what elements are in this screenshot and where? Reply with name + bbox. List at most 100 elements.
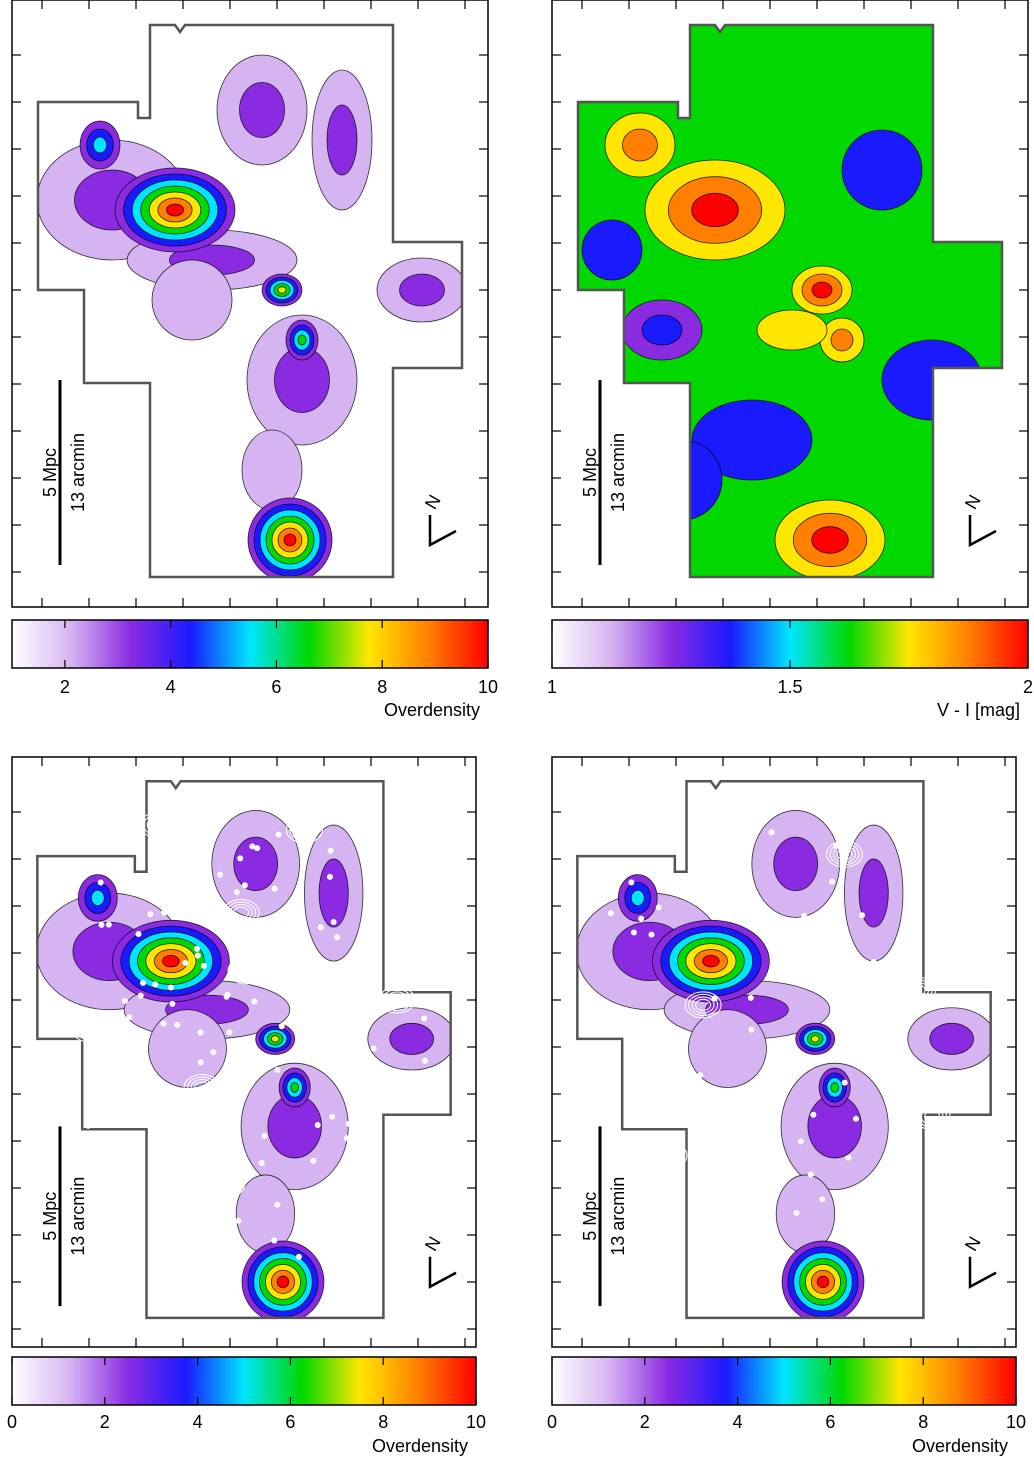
galaxy-dot [355, 1101, 362, 1108]
map-level [830, 328, 854, 352]
map-level [841, 129, 923, 211]
colorbar-tick-label: 8 [378, 1412, 388, 1432]
galaxy-dot [308, 1035, 315, 1042]
radio-contour [194, 1081, 211, 1094]
galaxy-dot [147, 911, 154, 918]
map-level [233, 836, 279, 892]
galaxy-dot [251, 998, 258, 1005]
radio-contour [909, 984, 926, 997]
colorbar-tick-label: 0 [547, 1412, 557, 1432]
radio-contour [723, 801, 761, 829]
galaxy-dot [345, 1120, 352, 1127]
colorbar-tick-label: 2 [100, 1412, 110, 1432]
galaxy-dot [870, 958, 877, 965]
galaxy-dot [421, 984, 428, 991]
galaxy-dot [400, 895, 407, 902]
galaxy-dot [111, 1250, 118, 1257]
radio-contour [836, 848, 853, 861]
galaxy-dot [271, 885, 278, 892]
map-level [276, 1275, 290, 1289]
galaxy-dot [976, 978, 983, 985]
galaxy-dot [105, 921, 112, 928]
compass [428, 515, 457, 548]
compass-label: N [421, 1233, 445, 1254]
radio-contour [299, 1008, 330, 1031]
galaxy-dot [330, 918, 337, 925]
frame [551, 0, 1029, 608]
radio-contour [924, 1110, 941, 1123]
radio-contour [227, 957, 265, 985]
galaxy-dot [95, 1056, 102, 1063]
colorbar-tick-label: 1.5 [777, 677, 802, 697]
compass-label: N [961, 491, 985, 512]
radio-contour [684, 991, 722, 1019]
frame [11, 756, 477, 1348]
galaxy-dot [852, 1115, 859, 1122]
galaxy-dot [697, 1072, 704, 1079]
radio-contour [389, 993, 406, 1006]
galaxy-dot [97, 879, 104, 886]
galaxy-dot [112, 1111, 119, 1118]
galaxy-dot [226, 1029, 233, 1036]
density-map [578, 25, 1002, 577]
galaxy-dot [608, 1137, 615, 1144]
galaxy-dot [348, 1159, 355, 1166]
galaxy-dot [104, 1202, 111, 1209]
radio-contour [657, 1147, 681, 1165]
galaxy-dot [334, 1012, 341, 1019]
map-level [151, 259, 233, 341]
radio-contour [712, 882, 743, 905]
galaxy-dot [797, 1138, 804, 1145]
galaxy-dot [193, 945, 200, 952]
galaxy-dot [85, 1122, 92, 1129]
radio-contour [226, 901, 257, 924]
radio-contour [143, 814, 174, 837]
galaxy-dot [433, 876, 440, 883]
map-level [239, 82, 285, 138]
panel: 5 Mpc 13 arcmin N [551, 756, 1017, 1348]
colorbar [11, 619, 489, 669]
scale-bar-angular: 13 arcmin [68, 433, 88, 512]
radio-contour [139, 811, 177, 839]
map-level [811, 281, 833, 299]
radio-contour [917, 1105, 948, 1128]
galaxy-dot [417, 918, 424, 925]
colorbar-label: V - I [mag] [937, 700, 1020, 720]
scale-bar-angular: 13 arcmin [608, 433, 628, 512]
galaxy-dot [400, 1143, 407, 1150]
galaxy-dot [747, 994, 754, 1001]
galaxy-dot [655, 904, 662, 911]
density-map [38, 54, 462, 577]
galaxy-dot [877, 1056, 884, 1063]
map-level [148, 1009, 227, 1088]
galaxy-dot [274, 1066, 281, 1073]
galaxy-dot [69, 1009, 76, 1016]
galaxy-dot [435, 1095, 442, 1102]
galaxy-dot [126, 1014, 133, 1021]
radio-contour [719, 887, 736, 900]
compass [968, 1256, 997, 1289]
colorbar-label: Overdensity [372, 1436, 468, 1456]
galaxy-dot [237, 855, 244, 862]
radio-contour [296, 823, 313, 836]
galaxy-dot [310, 1157, 317, 1164]
galaxy-dot [233, 1045, 240, 1052]
galaxy-dot [261, 1132, 268, 1139]
galaxy-dot [84, 1220, 91, 1227]
galaxy-dot [864, 1000, 871, 1007]
radio-contour [183, 1073, 221, 1101]
panel: 5 Mpc 13 arcmin N [551, 0, 1029, 608]
galaxy-dot [128, 1252, 135, 1259]
galaxy-dot [334, 934, 341, 941]
galaxy-dot [155, 853, 162, 860]
map-level [702, 954, 720, 968]
galaxy-dot [116, 1142, 123, 1149]
galaxy-dot [329, 1113, 336, 1120]
galaxy-dot [885, 1089, 892, 1096]
map-level [290, 1082, 299, 1093]
galaxy-dot [415, 1106, 422, 1113]
galaxy-dot [73, 1068, 80, 1075]
galaxy-dot [374, 1084, 381, 1091]
galaxy-dot [96, 815, 103, 822]
radio-contour [214, 1176, 238, 1194]
